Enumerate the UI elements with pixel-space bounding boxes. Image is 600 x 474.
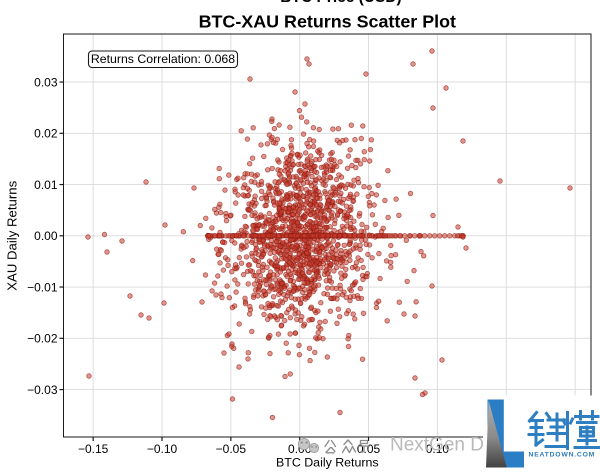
svg-text:BTC Daily Returns: BTC Daily Returns xyxy=(276,455,379,469)
svg-text:0.02: 0.02 xyxy=(34,127,58,141)
svg-text:−0.05: −0.05 xyxy=(216,442,247,456)
svg-text:NEATDOWN.COM: NEATDOWN.COM xyxy=(529,452,596,459)
svg-text:−0.03: −0.03 xyxy=(27,383,58,397)
svg-text:BTC-XAU Returns Scatter Plot: BTC-XAU Returns Scatter Plot xyxy=(199,12,456,32)
svg-text:0.01: 0.01 xyxy=(34,178,58,192)
svg-text:−0.01: −0.01 xyxy=(27,280,58,294)
svg-text:BTC Price (USD): BTC Price (USD) xyxy=(280,0,401,6)
svg-text:0.03: 0.03 xyxy=(34,75,58,89)
svg-text:−0.02: −0.02 xyxy=(27,332,58,346)
svg-text:−0.15: −0.15 xyxy=(78,442,109,456)
svg-text:0.00: 0.00 xyxy=(34,229,58,243)
svg-text:NextGen Di: NextGen Di xyxy=(390,435,488,456)
svg-text:0.10: 0.10 xyxy=(426,442,450,456)
svg-text:XAU Daily Returns: XAU Daily Returns xyxy=(5,180,20,290)
svg-text:Returns Correlation: 0.068: Returns Correlation: 0.068 xyxy=(91,52,235,66)
svg-text:−0.10: −0.10 xyxy=(147,442,178,456)
